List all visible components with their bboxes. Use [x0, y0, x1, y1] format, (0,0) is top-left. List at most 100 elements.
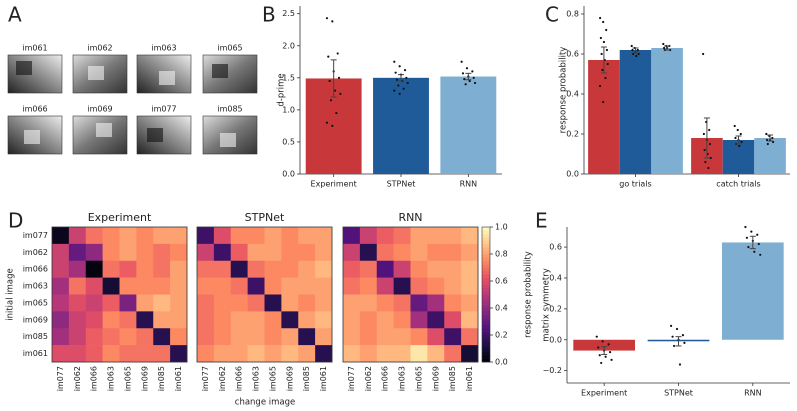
colorbar-step: [482, 308, 490, 312]
heatmap-cell: [230, 243, 248, 262]
heatmap-cell: [119, 260, 137, 278]
y-axis-label: d-prime: [277, 73, 287, 106]
data-point: [675, 327, 679, 331]
colorbar-frame: [481, 226, 491, 363]
x-tick-label: STPNet: [664, 389, 693, 398]
heatmap-cell: [461, 294, 479, 312]
data-point: [637, 52, 640, 56]
heatmap-cell: [213, 243, 232, 262]
y-tick-label: 2.5: [282, 9, 295, 18]
colorbar-step: [482, 240, 490, 245]
heatmap-cell: [410, 260, 428, 278]
heatmap-cell: [52, 260, 70, 278]
x-tick-label: go trials: [619, 180, 651, 189]
image-detail: [96, 123, 112, 137]
heatmap-cell: [264, 260, 282, 278]
heatmap-cell: [393, 260, 411, 278]
y-tick-label: im077: [23, 231, 48, 240]
heatmap-cell: [264, 311, 282, 329]
data-point: [336, 52, 339, 55]
y-tick-label: 0.6: [549, 243, 562, 252]
heatmap-cell: [298, 277, 316, 295]
heatmap-cell: [52, 277, 70, 295]
x-tick-label: im061: [465, 366, 474, 391]
image-detail: [159, 71, 175, 85]
heatmap-cell: [153, 277, 171, 295]
data-point: [405, 76, 408, 79]
data-point: [750, 230, 753, 233]
y-axis-label: matrix symmetry: [542, 268, 552, 342]
heatmap-cell: [119, 227, 137, 245]
heatmap-cell: [298, 227, 316, 245]
x-tick-label: im063: [398, 366, 407, 391]
heatmap-cell: [153, 227, 171, 245]
data-point: [607, 343, 610, 346]
colorbar-step: [482, 257, 490, 262]
data-point: [708, 128, 711, 132]
heatmap-cell: [68, 260, 87, 278]
data-point: [605, 28, 608, 32]
colorbar-tick-label: 0.0: [495, 358, 508, 367]
y-tick-label: −0.2: [543, 366, 562, 375]
heatmap-cell: [102, 345, 120, 363]
colorbar-step: [482, 314, 490, 319]
y-tick-label: im085: [23, 332, 48, 341]
heatmap-cell: [264, 328, 282, 346]
heatmap-frame: [196, 226, 333, 363]
data-point: [630, 44, 633, 48]
heatmap-cell: [153, 311, 171, 329]
heatmap-cell: [427, 227, 445, 245]
heatmap-cell: [315, 294, 333, 312]
heatmap-title: STPNet: [245, 211, 285, 224]
heatmap-cell: [376, 345, 394, 363]
heatmap-title: Experiment: [88, 211, 152, 224]
x-tick-label: STPNet: [387, 180, 416, 189]
heatmap-cell: [444, 277, 462, 295]
heatmap-cell: [170, 345, 188, 363]
heatmap-cell: [153, 294, 171, 312]
stimulus-image: [136, 115, 192, 155]
colorbar-step: [482, 227, 490, 231]
data-point: [747, 245, 750, 249]
heatmap-cell: [247, 328, 265, 346]
heatmap-cell: [197, 311, 215, 329]
colorbar-step: [482, 304, 490, 309]
heatmap-cell: [410, 345, 428, 363]
heatmap-cell: [85, 277, 103, 295]
heatmap-title: RNN: [398, 211, 422, 224]
data-point: [702, 132, 705, 136]
heatmap-cell: [213, 294, 232, 312]
heatmap-cell: [170, 311, 188, 329]
x-tick-label: RNN: [744, 389, 762, 398]
heatmap-cell: [85, 227, 103, 245]
data-point: [610, 358, 613, 361]
heatmap-cell: [427, 311, 445, 329]
panel-label: C: [545, 3, 559, 27]
heatmap-cell: [68, 277, 87, 295]
heatmap-cell: [197, 345, 215, 363]
data-point: [704, 160, 707, 164]
colorbar-tick-label: 0.4: [495, 304, 508, 313]
colorbar-step: [482, 294, 490, 299]
data-point: [733, 124, 736, 128]
data-point: [461, 72, 465, 75]
image-label: im077: [151, 105, 176, 114]
heatmap-cell: [444, 294, 462, 312]
heatmap-cell: [461, 345, 479, 363]
heatmap-cell: [410, 328, 428, 346]
data-point: [600, 52, 603, 56]
heatmap-cell: [68, 227, 87, 245]
heatmap-cell: [444, 311, 462, 329]
heatmap-cell: [102, 294, 120, 312]
heatmap-cell: [393, 243, 411, 262]
data-point: [599, 84, 602, 88]
heatmap-cell: [230, 345, 248, 363]
heatmap-cell: [230, 260, 248, 278]
colorbar-step: [482, 281, 490, 285]
image-detail: [16, 61, 32, 75]
heatmap-cell: [359, 328, 378, 346]
data-point: [325, 121, 329, 124]
heatmap-cell: [197, 294, 215, 312]
data-point: [739, 132, 742, 136]
heatmap-cell: [136, 345, 154, 363]
